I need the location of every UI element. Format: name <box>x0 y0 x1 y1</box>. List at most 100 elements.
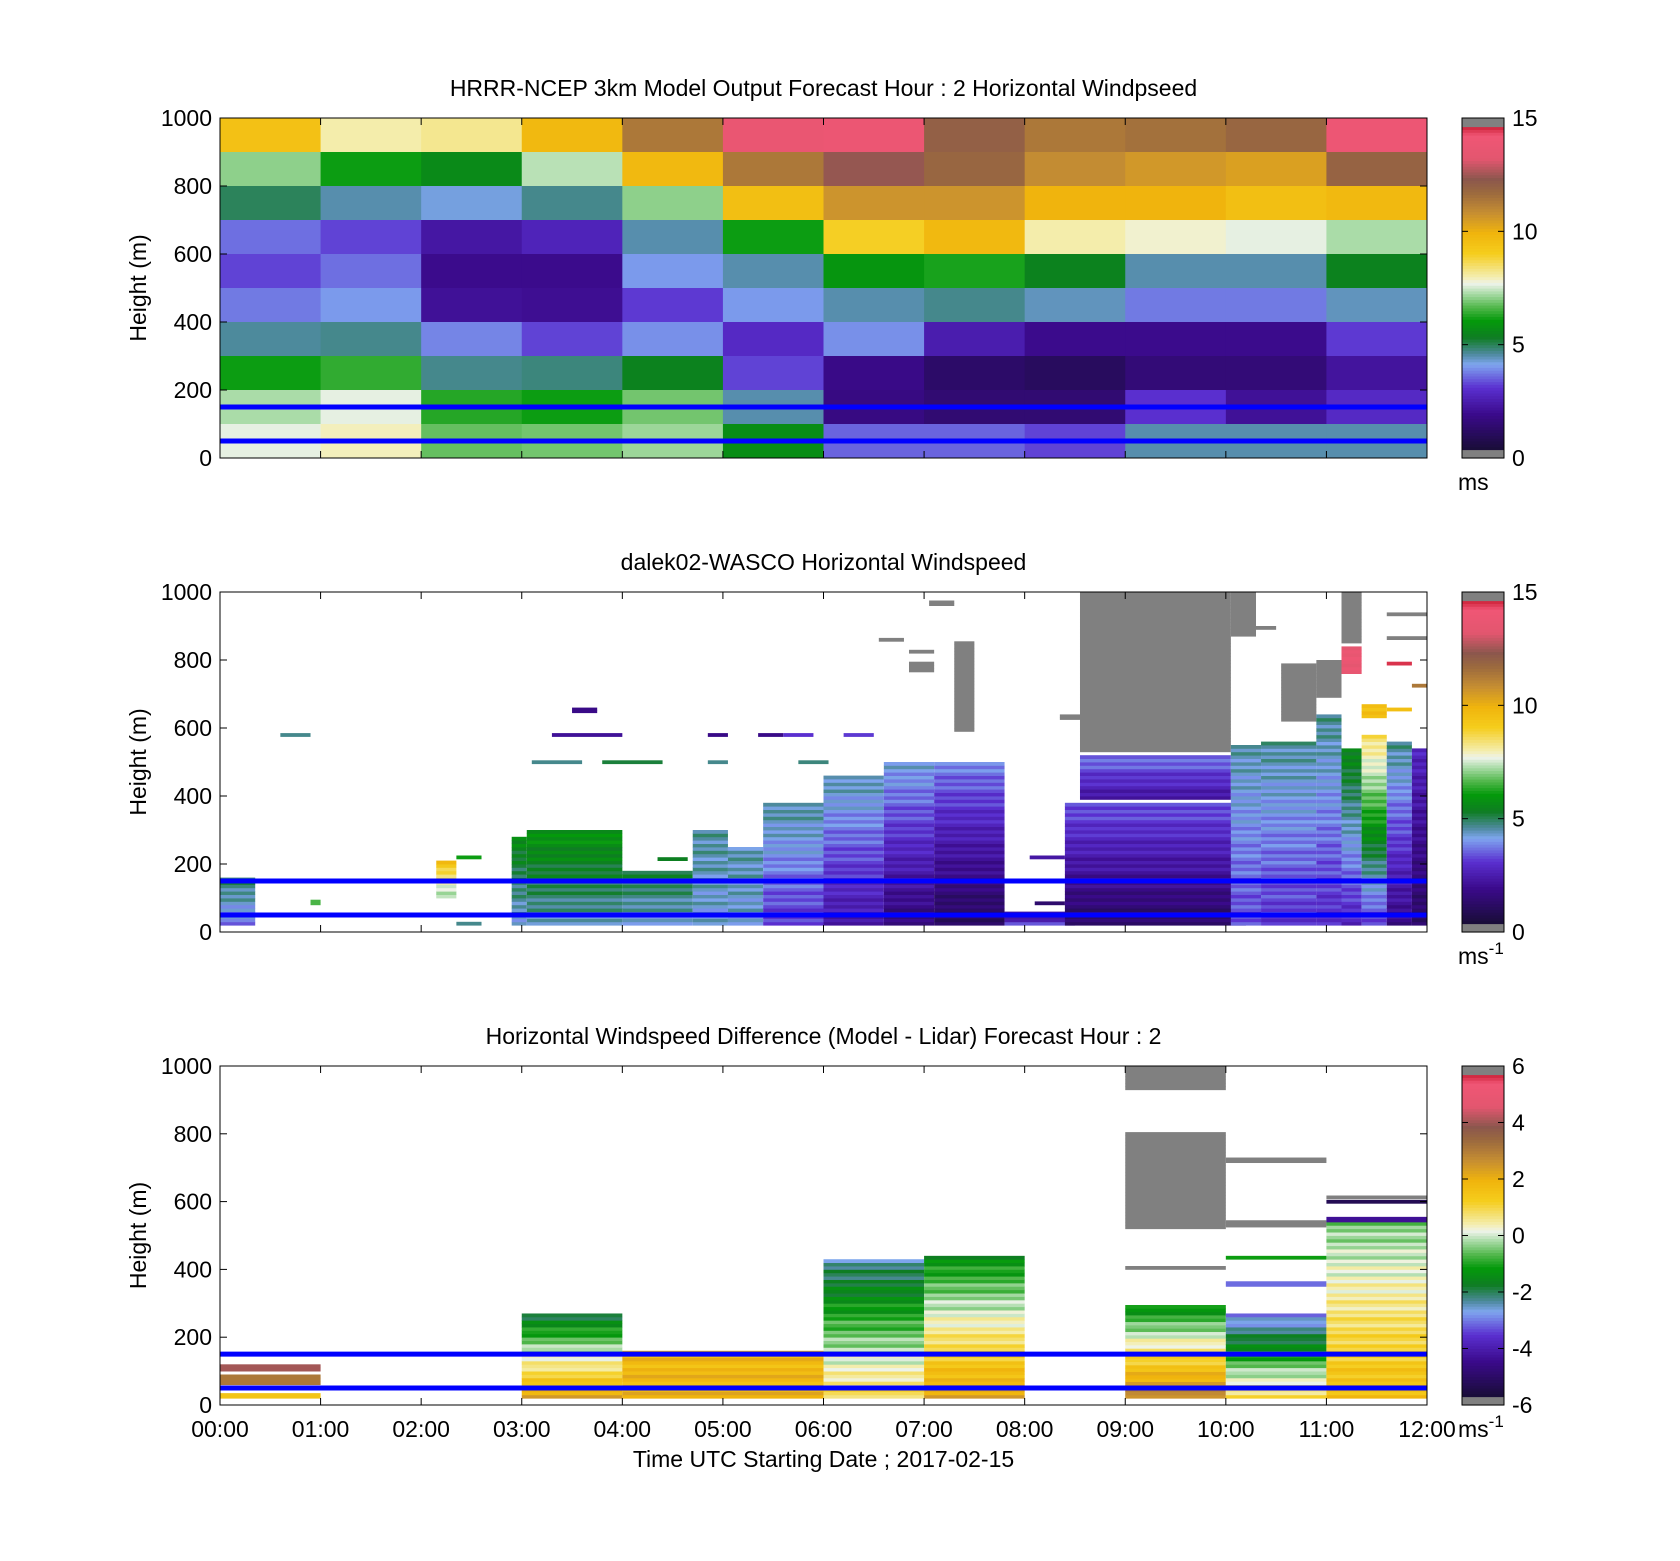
heatmap-segment <box>1059 714 1080 720</box>
heatmap-stripe <box>1079 755 1231 759</box>
heatmap-segment <box>707 760 728 765</box>
heatmap-stripe <box>1261 853 1317 858</box>
y-tick-label: 400 <box>174 783 212 809</box>
heatmap-stripe <box>763 898 824 902</box>
colorbar-swatch <box>1462 773 1504 777</box>
colorbar-swatch <box>1462 310 1504 315</box>
heatmap-segment <box>758 733 784 737</box>
colorbar-swatch <box>1462 135 1504 139</box>
heatmap-stripe <box>1411 843 1427 848</box>
heatmap-stripe <box>1230 782 1262 787</box>
heatmap-cell <box>924 254 1026 289</box>
heatmap-stripe <box>1230 602 1257 606</box>
heatmap-stripe <box>883 833 935 838</box>
heatmap-stripe <box>763 813 824 817</box>
heatmap-stripe <box>823 843 884 848</box>
heatmap-stripe <box>1386 789 1412 793</box>
colorbar-swatch <box>1462 208 1504 213</box>
heatmap-stripe <box>1316 687 1342 691</box>
heatmap-stripe <box>1316 775 1342 780</box>
heatmap-stripe <box>1281 680 1317 685</box>
colorbar-swatch <box>1462 1351 1504 1355</box>
heatmap-stripe <box>1079 690 1231 695</box>
heatmap-stripe <box>1386 864 1412 868</box>
colorbar-swatch <box>1462 864 1504 868</box>
heatmap-stripe <box>934 901 1005 906</box>
heatmap-stripe <box>1225 1374 1327 1379</box>
heatmap-segment <box>1386 612 1427 617</box>
heatmap-stripe <box>1230 870 1262 875</box>
heatmap-stripe <box>924 1289 1025 1294</box>
heatmap-segment <box>1316 714 1342 926</box>
heatmap-stripe <box>1386 748 1412 753</box>
heatmap-stripe <box>1326 1232 1427 1236</box>
heatmap-stripe <box>1079 673 1231 678</box>
colorbar-swatch <box>1462 1201 1504 1206</box>
heatmap-stripe <box>1326 1235 1427 1240</box>
heatmap-stripe <box>763 864 824 868</box>
heatmap-stripe <box>823 1367 925 1372</box>
heatmap-stripe <box>1326 1316 1427 1321</box>
colorbar-swatch <box>1462 1229 1504 1234</box>
heatmap-stripe <box>1125 1205 1226 1210</box>
heatmap-stripe <box>934 799 1005 804</box>
colorbar-swatch <box>1462 756 1504 760</box>
heatmap-stripe <box>1230 864 1262 868</box>
heatmap-stripe <box>1125 1132 1226 1136</box>
heatmap-cell <box>1024 186 1126 221</box>
heatmap-stripe <box>1125 1162 1226 1166</box>
heatmap-stripe <box>1341 755 1362 759</box>
heatmap-stripe <box>521 1313 623 1318</box>
heatmap-stripe <box>511 884 527 889</box>
heatmap-stripe <box>883 830 935 834</box>
colorbar-swatch <box>1462 231 1504 235</box>
heatmap-stripe <box>883 864 935 868</box>
heatmap-stripe <box>1064 867 1246 872</box>
heatmap-stripe <box>1386 887 1412 892</box>
colorbar-swatch <box>1462 861 1504 865</box>
heatmap-stripe <box>1411 833 1427 838</box>
colorbar-swatch <box>1462 194 1504 198</box>
heatmap-stripe <box>1125 1318 1226 1323</box>
heatmap-segment <box>1245 626 1277 630</box>
colorbar-swatch <box>1462 279 1504 283</box>
colorbar-swatch <box>1462 1238 1504 1242</box>
heatmap-stripe <box>1079 796 1231 800</box>
heatmap-stripe <box>521 1330 623 1335</box>
heatmap-stripe <box>1079 646 1231 651</box>
heatmap-stripe <box>1261 806 1317 810</box>
heatmap-stripe <box>1341 870 1362 875</box>
heatmap-stripe <box>1079 619 1231 623</box>
heatmap-stripe <box>1361 748 1387 753</box>
heatmap-stripe <box>1341 901 1362 906</box>
colorbar-swatch <box>1462 906 1504 910</box>
heatmap-cell <box>722 254 825 289</box>
colorbar-swatch <box>1462 747 1504 752</box>
heatmap-stripe <box>1411 768 1427 773</box>
heatmap-stripe <box>526 833 623 838</box>
heatmap-stripe <box>924 1357 1025 1362</box>
colorbar-swatch <box>1462 1221 1504 1225</box>
heatmap-stripe <box>883 887 935 892</box>
heatmap-stripe <box>692 874 728 878</box>
heatmap-stripe <box>934 857 1005 861</box>
colorbar-swatch <box>1462 1342 1504 1347</box>
heatmap-stripe <box>954 647 975 652</box>
colorbar-swatch <box>1462 662 1504 667</box>
heatmap-stripe <box>1386 901 1412 906</box>
heatmap-stripe <box>1361 819 1387 824</box>
heatmap-stripe <box>934 826 1005 831</box>
heatmap-stripe <box>1079 765 1231 770</box>
heatmap-stripe <box>1125 1364 1226 1369</box>
colorbar-swatch <box>1462 745 1504 749</box>
heatmap-stripe <box>934 891 1005 895</box>
heatmap-stripe <box>526 918 623 923</box>
heatmap-stripe <box>1316 833 1342 838</box>
heatmap-stripe <box>1341 772 1362 776</box>
heatmap-stripe <box>1386 768 1412 773</box>
heatmap-cell <box>722 288 825 323</box>
heatmap-stripe <box>1411 765 1427 770</box>
heatmap-stripe <box>1341 799 1362 804</box>
colorbar-swatch <box>1462 886 1504 891</box>
heatmap-stripe <box>692 833 728 838</box>
